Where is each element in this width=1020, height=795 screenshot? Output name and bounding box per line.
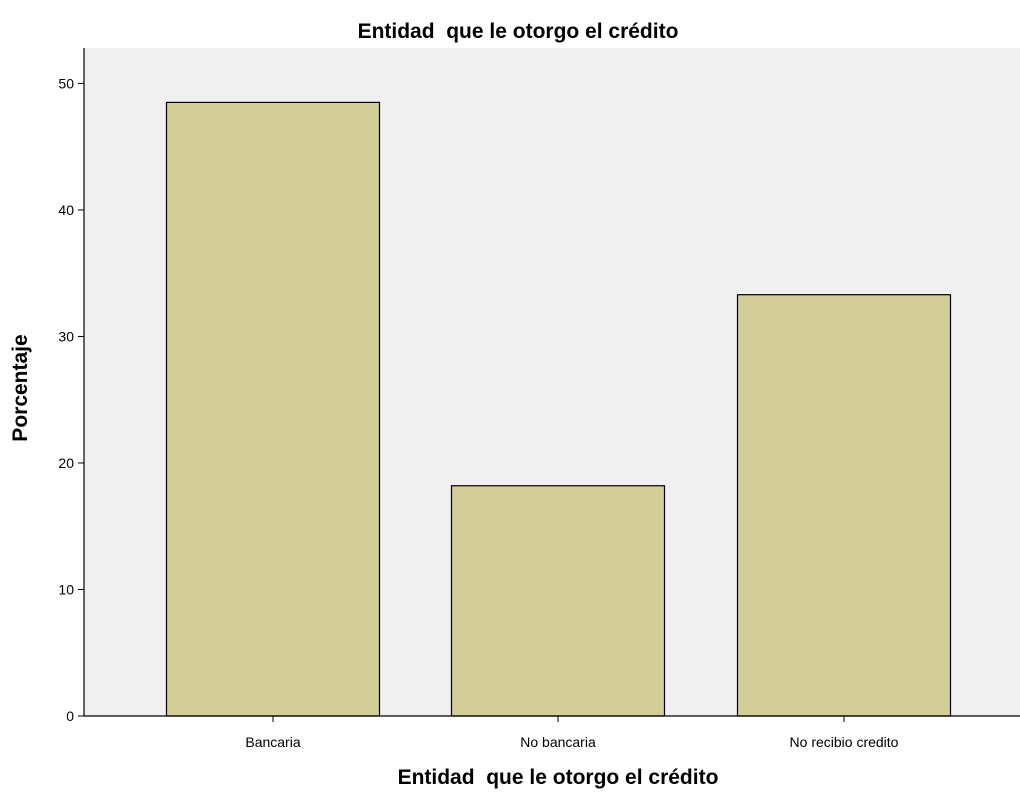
- y-tick-label: 40: [58, 202, 74, 218]
- axes-layer: Bancaria No bancaria No recibio credito 0 10…: [58, 48, 1020, 750]
- bars-layer: [165, 101, 952, 717]
- x-tick-label: No bancaria: [520, 734, 596, 750]
- y-tick-label: 10: [58, 581, 74, 597]
- x-tick-label: No recibio credito: [790, 734, 899, 750]
- y-tick-label: 30: [58, 328, 74, 344]
- bar-no-recibio-credito: [736, 294, 952, 717]
- y-tick-label: 0: [66, 708, 74, 724]
- y-tick-label: 50: [58, 75, 74, 91]
- y-axis-label: Porcentaje: [9, 334, 32, 441]
- x-tick-label: Bancaria: [245, 734, 300, 750]
- bar-no-bancaria: [450, 485, 666, 717]
- chart-title: Entidad que le otorgo el crédito: [358, 20, 679, 43]
- x-axis-label: Entidad que le otorgo el crédito: [398, 766, 719, 789]
- y-tick-label: 20: [58, 455, 74, 471]
- bar-bancaria: [165, 101, 381, 717]
